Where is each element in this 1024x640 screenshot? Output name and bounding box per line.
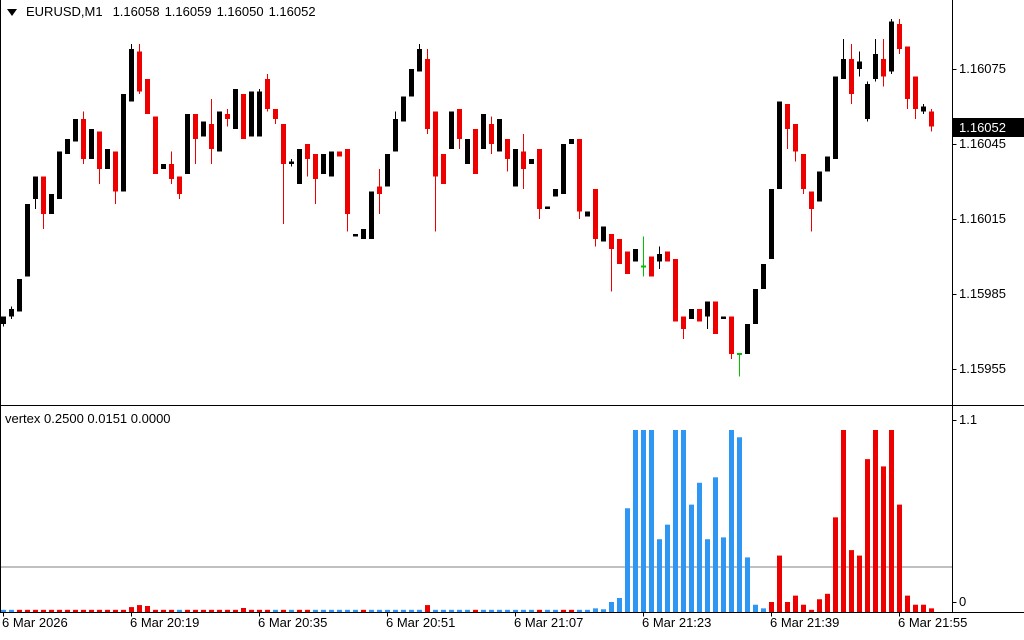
indicator-name: vertex [5, 411, 41, 426]
indicator-label: vertex 0.2500 0.0151 0.0000 [5, 411, 171, 426]
ohlc-open: 1.16058 [112, 4, 160, 19]
chart-frame [0, 0, 1024, 617]
time-axis-tick-label: 6 Mar 2026 [2, 615, 68, 630]
price-axis-tick-label: 1.15985 [959, 286, 1006, 301]
time-axis-tick-label: 6 Mar 20:35 [258, 615, 328, 630]
ohlc-high: 1.16059 [164, 4, 212, 19]
symbol-period-label: EURUSD,M1 [26, 4, 103, 19]
ohlc-close: 1.16052 [268, 4, 316, 19]
time-axis-tick-label: 6 Mar 20:19 [130, 615, 200, 630]
time-axis-tick-label: 6 Mar 21:07 [514, 615, 584, 630]
price-axis-tick-label: 1.16075 [959, 61, 1006, 76]
vertex-histogram[interactable] [0, 430, 952, 612]
chart-header: EURUSD,M1 1.16058 1.16059 1.16050 1.1605… [5, 4, 321, 19]
time-axis-tick-label: 6 Mar 21:55 [898, 615, 968, 630]
indicator-axis-tick-label: 0 [959, 594, 967, 609]
current-price-badge: 1.16052 [953, 117, 1024, 137]
ohlc-low: 1.16050 [216, 4, 264, 19]
candlestick-chart[interactable] [1, 19, 934, 377]
time-axis-tick-label: 6 Mar 21:39 [770, 615, 840, 630]
indicator-axis-tick-label: 1.1 [959, 412, 978, 427]
price-axis-tick-label: 1.16015 [959, 211, 1006, 226]
price-axis-tick-label: 1.15955 [959, 361, 1006, 376]
time-axis-tick-label: 6 Mar 21:23 [642, 615, 712, 630]
indicator-params: 0.2500 0.0151 0.0000 [44, 411, 171, 426]
symbol-dropdown-icon [7, 9, 17, 16]
time-axis-tick-label: 6 Mar 20:51 [386, 615, 456, 630]
price-axis-tick-label: 1.16045 [959, 136, 1006, 151]
